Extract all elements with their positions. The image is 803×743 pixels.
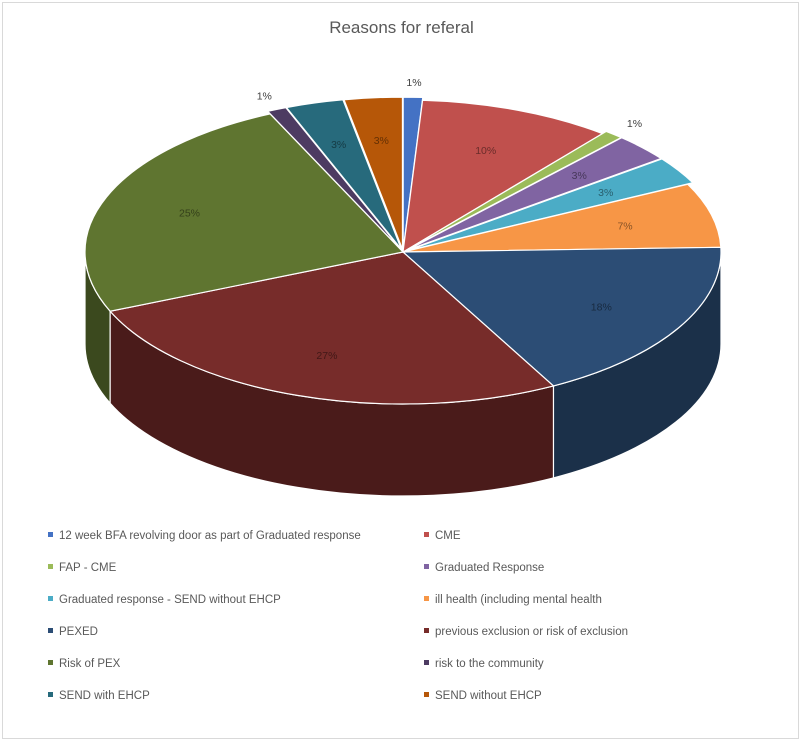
pie-slice [407,137,663,251]
legend-item: PEXED [48,626,98,638]
legend-item: FAP - CME [48,562,116,574]
legend-swatch [48,596,53,602]
legend-swatch [48,532,53,538]
legend-label: previous exclusion or risk of exclusion [435,626,629,638]
legend-swatch [48,628,53,634]
slice-data-label: 10% [475,145,496,157]
legend-item: risk to the community [424,658,544,670]
legend-label: risk to the community [435,658,544,670]
legend-swatch [424,660,429,666]
pie-slice [407,158,694,252]
slice-data-label: 25% [179,207,200,219]
pie-slice [402,99,604,254]
legend-label: CME [435,530,461,542]
legend-swatch [424,628,429,634]
legend-label: ill health (including mental health [435,594,602,606]
slice-data-label: 1% [627,118,642,130]
legend-label: SEND with EHCP [59,690,150,702]
slice-data-label: 1% [257,90,272,102]
legend-label: 12 week BFA revolving door as part of Gr… [59,530,361,542]
slice-data-label: 3% [598,187,613,199]
slice-data-label: 7% [617,220,632,232]
legend-label: SEND without EHCP [435,690,542,702]
slice-data-label: 18% [591,302,612,314]
legend-label: Risk of PEX [59,658,121,670]
legend-item: 12 week BFA revolving door as part of Gr… [48,530,361,542]
legend-item: Risk of PEX [48,658,120,670]
pie-slice [401,246,722,387]
slice-data-label: 3% [331,139,346,151]
slice-data-label: 1% [406,77,421,89]
pie-slice [266,106,402,250]
legend-swatch [424,564,429,570]
legend-swatch [48,564,53,570]
legend-swatch [424,532,429,538]
slice-data-label: 3% [572,170,587,182]
legend-item: SEND without EHCP [424,690,542,702]
legend-label: PEXED [59,626,98,638]
legend-item: previous exclusion or risk of exclusion [424,626,628,638]
legend-swatch [48,660,53,666]
legend-label: Graduated response - SEND without EHCP [59,594,281,606]
pie-slice [343,96,404,250]
legend-swatch [48,692,53,698]
pie-slice [84,113,405,312]
slice-data-label: 3% [374,135,389,147]
legend-swatch [424,692,429,698]
pie-slice [109,251,555,405]
legend-item: Graduated Response [424,562,544,574]
pie-slice [285,99,402,250]
legend-label: FAP - CME [59,562,117,574]
legend-item: SEND with EHCP [48,690,150,702]
pie-chart: 1% 10% 1% 3% 3% 7% 18% 27% 25% 1% 3% 3% [84,77,722,497]
legend-swatch [424,596,429,602]
legend-item: Graduated response - SEND without EHCP [48,594,281,606]
chart-title: Reasons for referal [329,18,474,37]
slice-data-label: 27% [316,350,337,362]
legend-item: CME [424,530,461,542]
legend-item: ill health (including mental health [424,594,602,606]
legend-label: Graduated Response [435,562,545,574]
pie-slice [402,183,722,253]
